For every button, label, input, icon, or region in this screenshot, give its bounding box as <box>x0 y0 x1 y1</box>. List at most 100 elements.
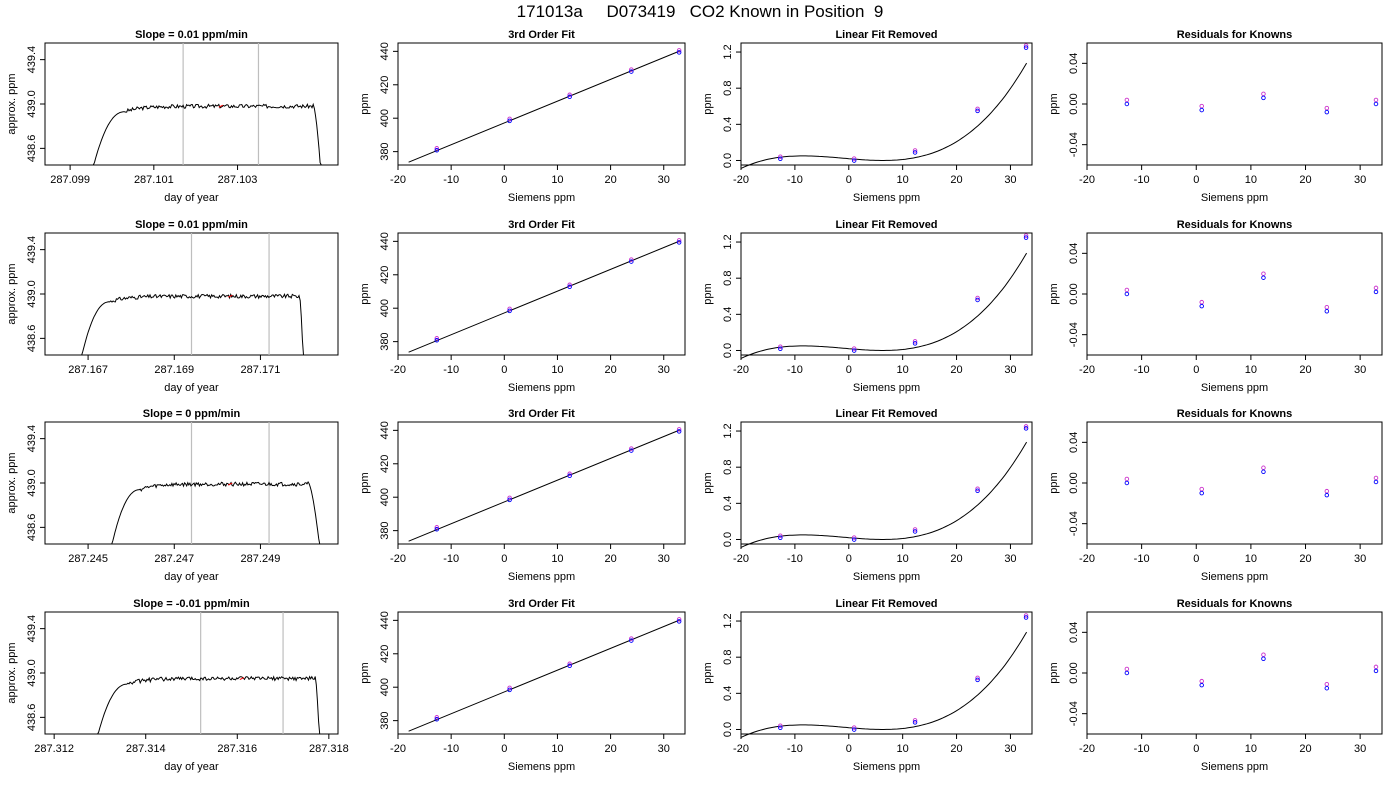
plot-frame <box>740 611 1033 735</box>
data-point <box>676 240 682 245</box>
data-point <box>676 50 682 55</box>
data-point-alt <box>1373 664 1379 670</box>
y-tick-label: 400 <box>379 299 391 317</box>
data-point-alt <box>629 636 634 641</box>
data-point <box>851 537 857 542</box>
data-point <box>629 638 634 643</box>
panel-title: Linear Fit Removed <box>835 219 937 231</box>
data-point <box>1373 101 1379 107</box>
data-point <box>851 158 857 163</box>
x-tick-label: -20 <box>733 743 749 755</box>
x-tick-label: 30 <box>1004 743 1016 755</box>
data-point <box>1324 109 1330 115</box>
x-tick-label: -10 <box>787 364 803 376</box>
panel-3-2 <box>393 421 686 549</box>
y-tick-label: -0.04 <box>1068 511 1080 536</box>
y-tick-label: 0.0 <box>722 343 734 358</box>
y-tick-label: 0.00 <box>1068 662 1080 683</box>
panel-title: Slope = 0.01 ppm/min <box>135 29 248 41</box>
data-point <box>434 717 440 722</box>
y-axis-label: ppm <box>359 93 371 114</box>
data-point-alt <box>912 718 918 723</box>
x-tick-label: 10 <box>897 743 909 755</box>
data-point-alt <box>778 154 783 160</box>
y-tick-label: 400 <box>379 488 391 506</box>
panel-title: Residuals for Knowns <box>1177 29 1293 41</box>
y-tick-label: 400 <box>379 678 391 696</box>
mean-marker <box>239 677 245 680</box>
data-point-alt <box>507 685 512 691</box>
panel-4-3 <box>736 611 1033 739</box>
data-point <box>851 727 857 732</box>
data-point <box>1023 45 1029 50</box>
plot-frame <box>397 232 686 356</box>
panel-title: Slope = 0.01 ppm/min <box>135 219 248 231</box>
y-tick-label: 380 <box>379 711 391 729</box>
y-tick-label: 439.0 <box>26 659 38 687</box>
data-point-alt <box>434 525 440 530</box>
data-point-alt <box>567 471 572 477</box>
data-point <box>567 94 572 100</box>
data-point-alt <box>1124 97 1130 103</box>
data-point-alt <box>1199 486 1204 492</box>
y-tick-label: 0.0 <box>722 153 734 168</box>
data-point <box>975 297 980 303</box>
data-point-alt <box>912 339 918 344</box>
x-tick-label: -10 <box>1134 553 1150 565</box>
plot-frame <box>44 611 339 735</box>
panel-title: Residuals for Knowns <box>1177 598 1293 610</box>
data-point <box>1023 426 1029 431</box>
x-tick-label: -10 <box>1134 174 1150 186</box>
x-tick-label: 20 <box>950 364 962 376</box>
data-point-alt <box>1373 475 1379 481</box>
x-axis-label: Siemens ppm <box>1201 571 1268 583</box>
data-point <box>1324 492 1330 498</box>
x-axis-label: Siemens ppm <box>1201 192 1268 204</box>
data-point-alt <box>912 527 918 532</box>
data-point-alt <box>1373 97 1379 103</box>
x-tick-label: 0 <box>501 743 507 755</box>
x-tick-label: 10 <box>1245 553 1257 565</box>
data-point-alt <box>975 486 980 492</box>
x-tick-label: 10 <box>551 743 563 755</box>
x-axis-label: Siemens ppm <box>1201 382 1268 394</box>
data-point-alt <box>851 725 857 730</box>
x-tick-label: -20 <box>733 174 749 186</box>
panel-2-1 <box>40 232 339 360</box>
data-point <box>1199 303 1204 309</box>
fit-line <box>408 619 680 732</box>
data-point-alt <box>676 48 682 53</box>
y-tick-label: 439.4 <box>26 615 38 643</box>
x-tick-label: 30 <box>1354 364 1366 376</box>
x-tick-label: 30 <box>1004 553 1016 565</box>
data-point <box>1199 490 1204 496</box>
data-point <box>1124 291 1130 297</box>
data-point-alt <box>676 617 682 622</box>
data-point-alt <box>507 116 512 122</box>
data-point <box>1373 289 1379 295</box>
y-tick-label: 440 <box>379 421 391 439</box>
panel-1-1 <box>40 42 339 170</box>
x-axis-label: Siemens ppm <box>853 571 920 583</box>
x-tick-label: 30 <box>658 364 670 376</box>
data-point-alt <box>1023 43 1029 48</box>
data-point-alt <box>1124 666 1130 672</box>
panel-title: 3rd Order Fit <box>508 408 575 420</box>
data-point <box>912 341 918 346</box>
y-tick-label: 438.6 <box>26 135 38 163</box>
data-point <box>1373 479 1379 485</box>
panel-title: 3rd Order Fit <box>508 598 575 610</box>
data-point-alt <box>778 533 783 539</box>
data-point <box>507 687 512 693</box>
x-tick-label: 30 <box>1354 743 1366 755</box>
x-tick-label: 287.249 <box>241 553 281 565</box>
y-tick-label: 0.00 <box>1068 93 1080 114</box>
x-tick-label: -20 <box>733 364 749 376</box>
data-point <box>567 663 572 669</box>
y-tick-label: 420 <box>379 266 391 284</box>
x-tick-label: -10 <box>787 743 803 755</box>
x-tick-label: 20 <box>1299 553 1311 565</box>
y-axis-label: approx. ppm <box>6 263 18 324</box>
data-point-alt <box>1261 465 1266 471</box>
panel-2-4 <box>1082 232 1383 360</box>
